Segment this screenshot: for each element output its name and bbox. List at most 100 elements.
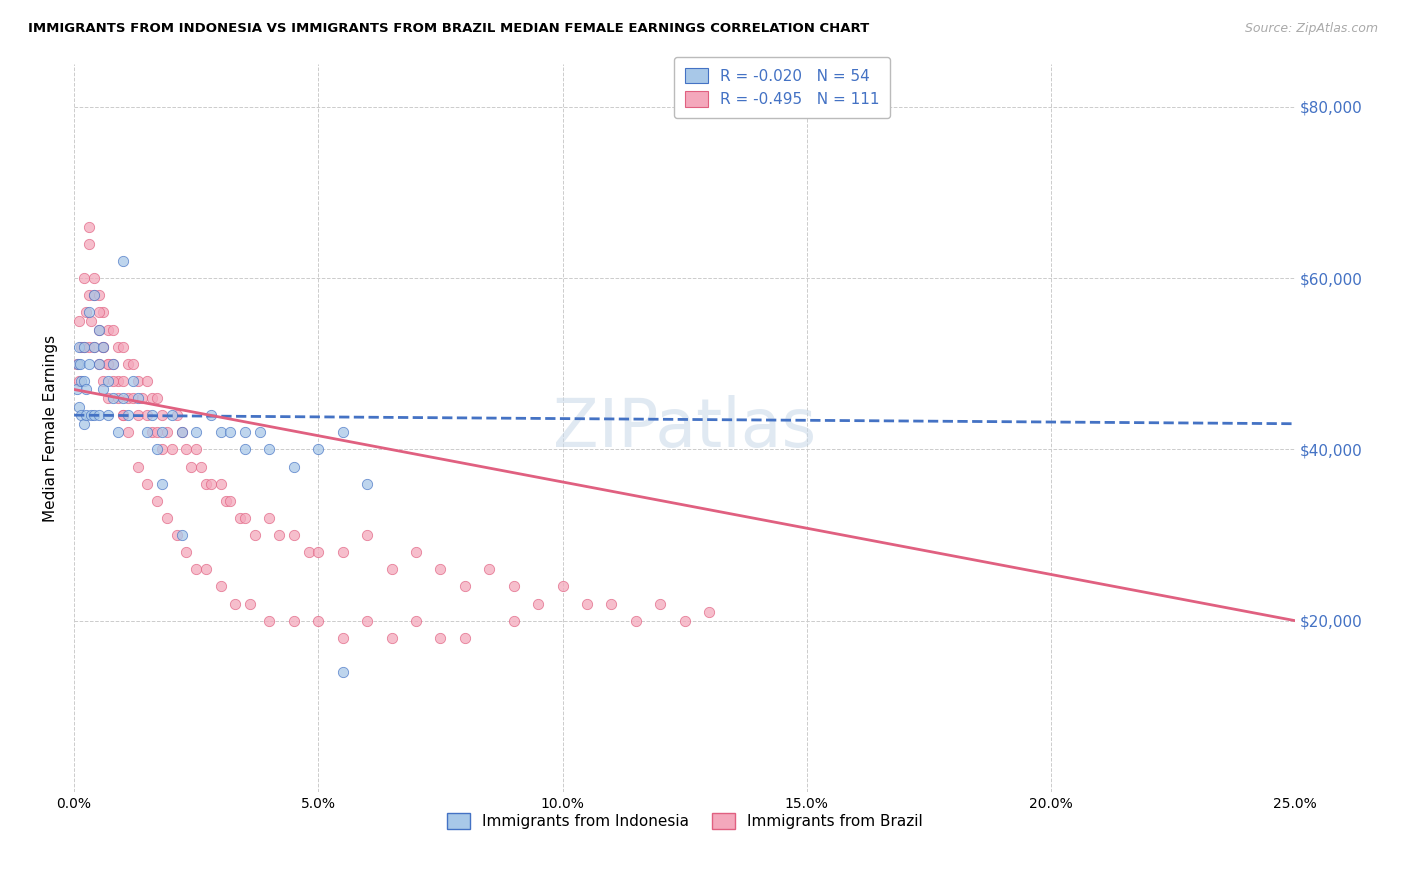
- Point: [307, 442, 329, 457]
- Point: [186, 442, 208, 457]
- Point: [77, 219, 100, 234]
- Point: [80, 408, 103, 422]
- Point: [224, 597, 246, 611]
- Point: [93, 340, 115, 354]
- Point: [111, 254, 134, 268]
- Point: [131, 391, 153, 405]
- Point: [73, 417, 96, 431]
- Point: [160, 442, 183, 457]
- Point: [73, 340, 96, 354]
- Point: [209, 579, 232, 593]
- Point: [121, 357, 143, 371]
- Point: [73, 271, 96, 285]
- Point: [77, 357, 100, 371]
- Point: [283, 528, 305, 542]
- Point: [65, 383, 87, 397]
- Point: [356, 614, 378, 628]
- Point: [83, 288, 105, 302]
- Point: [66, 357, 89, 371]
- Point: [170, 425, 193, 440]
- Point: [87, 322, 110, 336]
- Point: [194, 562, 217, 576]
- Point: [121, 391, 143, 405]
- Point: [75, 305, 97, 319]
- Point: [83, 288, 105, 302]
- Point: [80, 314, 103, 328]
- Point: [209, 425, 232, 440]
- Point: [107, 391, 129, 405]
- Point: [101, 391, 124, 405]
- Point: [502, 614, 524, 628]
- Point: [454, 579, 477, 593]
- Point: [332, 545, 354, 559]
- Point: [75, 383, 97, 397]
- Point: [111, 408, 134, 422]
- Point: [283, 459, 305, 474]
- Point: [200, 408, 222, 422]
- Point: [136, 425, 159, 440]
- Point: [93, 374, 115, 388]
- Point: [200, 476, 222, 491]
- Point: [259, 511, 281, 525]
- Point: [332, 425, 354, 440]
- Point: [70, 374, 93, 388]
- Point: [77, 305, 100, 319]
- Point: [186, 425, 208, 440]
- Point: [150, 408, 173, 422]
- Point: [194, 476, 217, 491]
- Point: [259, 442, 281, 457]
- Point: [93, 340, 115, 354]
- Point: [70, 340, 93, 354]
- Point: [117, 357, 139, 371]
- Point: [160, 408, 183, 422]
- Point: [166, 408, 188, 422]
- Point: [87, 408, 110, 422]
- Point: [77, 288, 100, 302]
- Point: [77, 236, 100, 251]
- Point: [70, 408, 93, 422]
- Point: [111, 340, 134, 354]
- Y-axis label: Median Female Earnings: Median Female Earnings: [44, 334, 58, 522]
- Point: [166, 528, 188, 542]
- Point: [429, 562, 451, 576]
- Point: [73, 340, 96, 354]
- Point: [180, 459, 202, 474]
- Point: [454, 631, 477, 645]
- Point: [101, 357, 124, 371]
- Point: [551, 579, 574, 593]
- Point: [156, 425, 179, 440]
- Point: [405, 614, 427, 628]
- Point: [146, 425, 169, 440]
- Point: [478, 562, 501, 576]
- Point: [101, 322, 124, 336]
- Point: [575, 597, 598, 611]
- Point: [214, 493, 236, 508]
- Point: [83, 340, 105, 354]
- Point: [150, 442, 173, 457]
- Point: [111, 391, 134, 405]
- Point: [146, 493, 169, 508]
- Point: [527, 597, 550, 611]
- Point: [249, 425, 271, 440]
- Point: [87, 357, 110, 371]
- Point: [356, 476, 378, 491]
- Point: [141, 391, 163, 405]
- Point: [219, 493, 242, 508]
- Point: [673, 614, 696, 628]
- Point: [93, 305, 115, 319]
- Point: [190, 459, 212, 474]
- Point: [101, 357, 124, 371]
- Point: [136, 408, 159, 422]
- Point: [429, 631, 451, 645]
- Point: [405, 545, 427, 559]
- Text: IMMIGRANTS FROM INDONESIA VS IMMIGRANTS FROM BRAZIL MEDIAN FEMALE EARNINGS CORRE: IMMIGRANTS FROM INDONESIA VS IMMIGRANTS …: [28, 22, 869, 36]
- Point: [127, 391, 149, 405]
- Point: [243, 528, 266, 542]
- Point: [259, 614, 281, 628]
- Point: [170, 528, 193, 542]
- Point: [69, 357, 91, 371]
- Point: [67, 314, 90, 328]
- Point: [101, 374, 124, 388]
- Point: [219, 425, 242, 440]
- Point: [97, 374, 120, 388]
